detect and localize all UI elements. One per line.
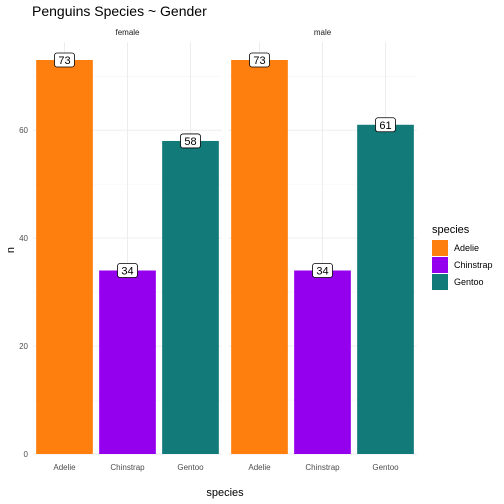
- data-label-box: [180, 133, 201, 149]
- facet-strip-label: male: [314, 28, 332, 37]
- bar-chinstrap-female: [99, 270, 156, 454]
- x-tick-label: Chinstrap: [305, 463, 340, 472]
- x-axis-title: species: [206, 487, 244, 499]
- data-label: 34: [121, 265, 133, 277]
- chart-title: Penguins Species ~ Gender: [32, 3, 207, 19]
- legend-items: Adelie Chinstrap Gentoo: [432, 240, 493, 290]
- data-label: 73: [253, 55, 265, 67]
- data-label: 58: [184, 136, 196, 148]
- facet-panels: female 73 34 58 Adelie Chinstrap Gentoo male 73 3…: [19, 28, 417, 472]
- legend-label-adelie: Adelie: [454, 243, 479, 253]
- data-label: 34: [316, 265, 328, 277]
- x-tick-label: Chinstrap: [110, 463, 145, 472]
- legend-key-gentoo: [432, 274, 448, 290]
- bar-gentoo-female: [162, 140, 219, 454]
- data-label: 61: [379, 120, 391, 132]
- x-tick-label: Adelie: [53, 463, 76, 472]
- y-axis: 0 20 40 60: [19, 126, 28, 459]
- x-tick-label: Gentoo: [177, 463, 204, 472]
- data-label-box: [375, 117, 396, 133]
- legend-key-chinstrap: [432, 257, 448, 273]
- x-tick-label: Gentoo: [372, 463, 399, 472]
- bar-gentoo-male: [357, 124, 414, 454]
- facet-strip-label: female: [115, 28, 140, 37]
- facet-panel-female: female 73 34 58 Adelie Chinstrap Gentoo: [33, 28, 222, 472]
- legend-label-chinstrap: Chinstrap: [454, 260, 493, 270]
- data-label-box: [54, 52, 75, 68]
- data-label-box: [249, 52, 270, 68]
- bar-chinstrap-male: [294, 270, 351, 454]
- data-label: 73: [58, 55, 70, 67]
- facet-panel-male: male 73 34 61 Adelie Chinstrap Gentoo: [228, 28, 417, 472]
- data-label-box: [312, 263, 333, 278]
- legend: species Adelie Chinstrap Gentoo: [432, 224, 493, 290]
- data-label-box: [117, 263, 138, 278]
- bar-adelie-female: [36, 60, 93, 454]
- legend-key-adelie: [432, 240, 448, 256]
- x-tick-label: Adelie: [248, 463, 271, 472]
- legend-title: species: [432, 224, 470, 236]
- y-tick-label: 0: [24, 450, 29, 459]
- y-axis-title: n: [5, 247, 17, 253]
- y-tick-label: 60: [19, 126, 28, 135]
- y-tick-label: 40: [19, 234, 28, 243]
- legend-label-gentoo: Gentoo: [454, 277, 484, 287]
- y-tick-label: 20: [19, 342, 28, 351]
- bar-adelie-male: [231, 60, 288, 454]
